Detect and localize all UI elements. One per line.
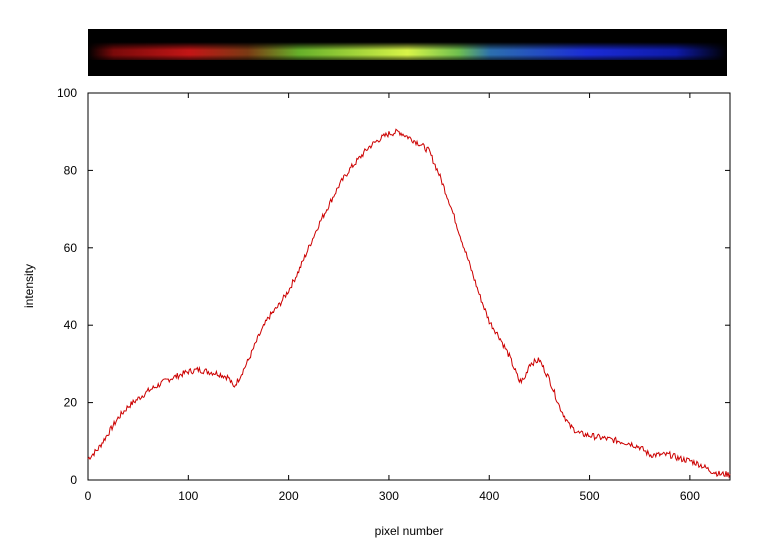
- x-tick-label: 300: [379, 489, 399, 503]
- x-axis-label: pixel number: [375, 524, 444, 538]
- intensity-line: [87, 128, 731, 479]
- x-tick-label: 200: [279, 489, 299, 503]
- y-axis-label: intensity: [22, 264, 36, 308]
- plot-frame: [87, 92, 731, 481]
- x-tick-label: 500: [580, 489, 600, 503]
- y-tick-label: 100: [57, 86, 77, 100]
- y-tick-label: 40: [64, 318, 78, 332]
- x-tick-label: 600: [680, 489, 700, 503]
- x-tick-label: 100: [178, 489, 198, 503]
- x-axis: 0 100 200 300 400 500 600: [85, 93, 700, 503]
- y-tick-label: 20: [64, 396, 78, 410]
- y-axis: 0 20 40 60 80 100: [57, 86, 730, 487]
- x-tick-label: 0: [85, 489, 92, 503]
- spectrum-strip: [88, 29, 727, 76]
- y-tick-label: 80: [64, 163, 78, 177]
- y-tick-label: 0: [70, 473, 77, 487]
- y-tick-label: 60: [64, 241, 78, 255]
- x-tick-label: 400: [479, 489, 499, 503]
